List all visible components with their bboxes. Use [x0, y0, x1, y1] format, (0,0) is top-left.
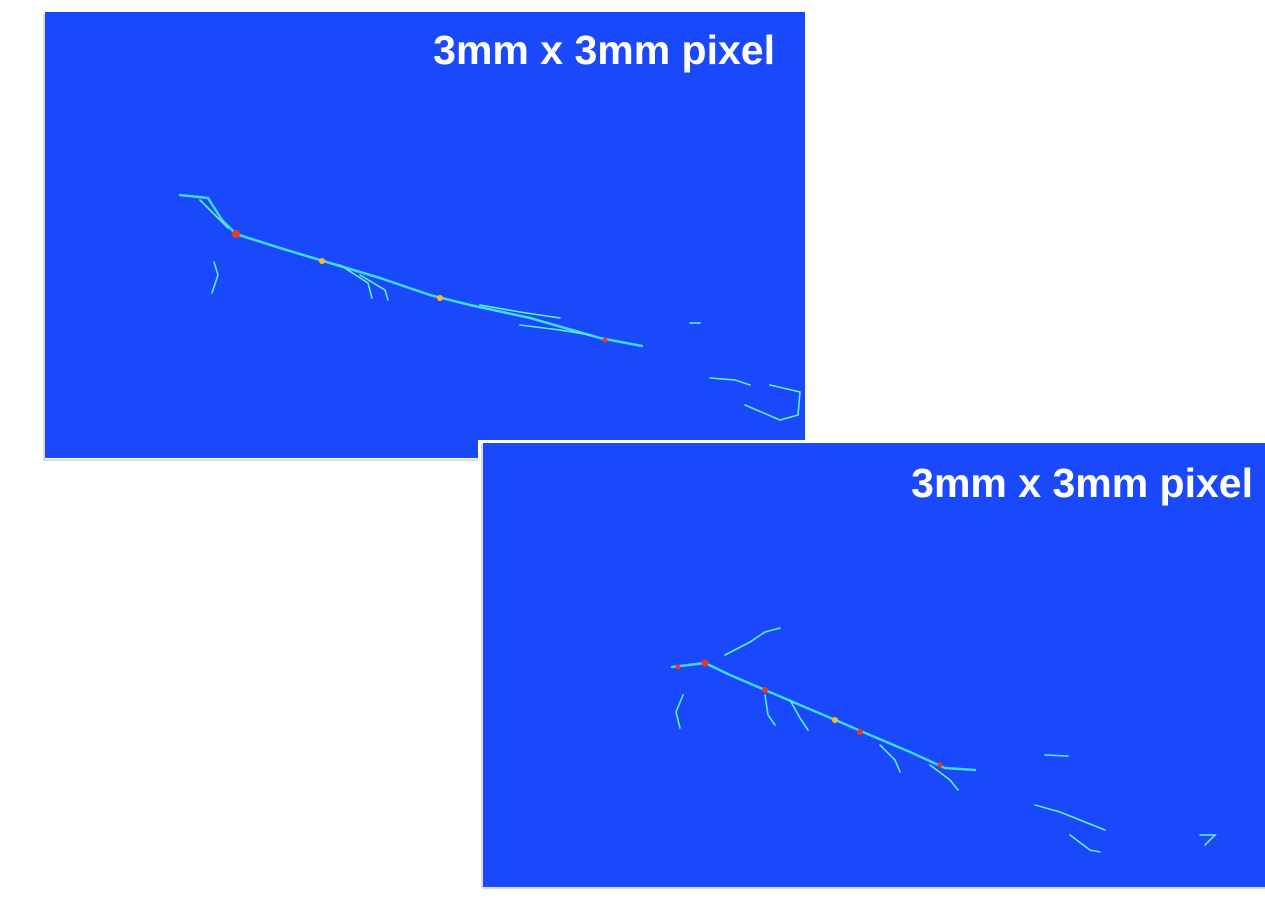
hit: [319, 258, 325, 264]
hit: [762, 687, 768, 693]
panel-label: 3mm x 3mm pixel: [433, 27, 775, 73]
plot-area: [45, 12, 805, 458]
hit: [676, 665, 681, 670]
plot-area: [483, 443, 1265, 887]
hit: [857, 729, 863, 735]
hit: [437, 295, 443, 301]
panel: 3mm x 3mm pixel: [0, 12, 805, 472]
hit: [832, 717, 838, 723]
track: [1045, 755, 1068, 756]
hit: [702, 660, 709, 667]
figure: 3mm x 3mm pixel 3mm x 3mm pixel: [0, 0, 1265, 899]
panel-label: 3mm x 3mm pixel: [911, 460, 1253, 506]
hit: [232, 230, 240, 238]
hit: [938, 763, 943, 768]
hit: [603, 338, 608, 343]
panel: 3mm x 3mm pixel: [478, 440, 1265, 899]
